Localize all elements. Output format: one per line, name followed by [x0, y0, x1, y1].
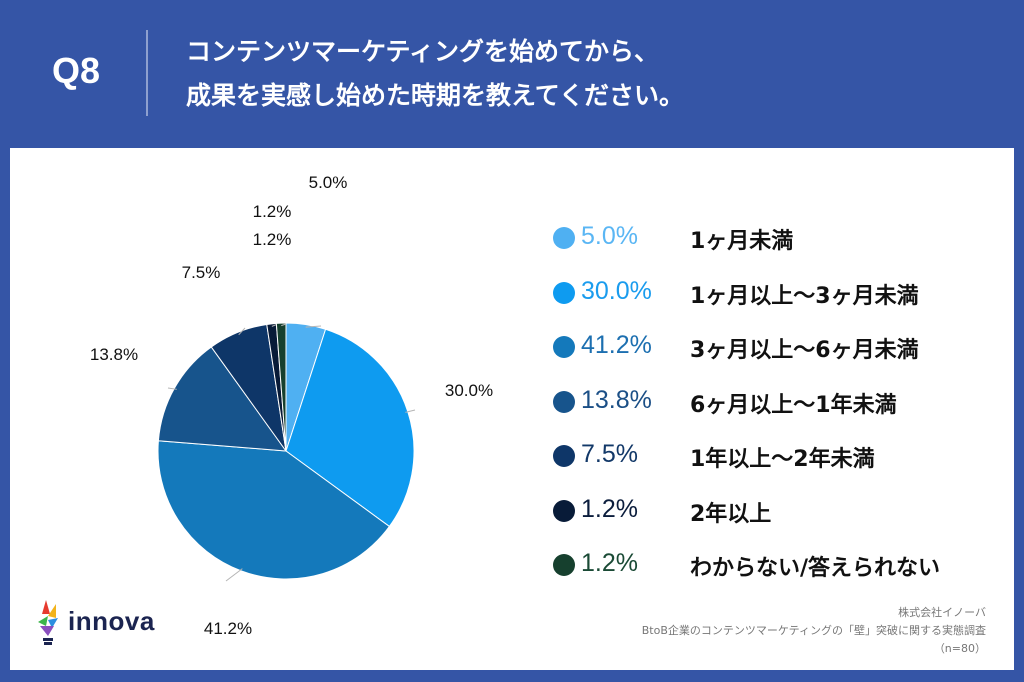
leader-line [238, 327, 246, 336]
question-line-1: コンテンツマーケティングを始めてから、 [186, 37, 660, 66]
chart-card: 5.0% 30.0% 41.2% 13.8% 7.5% 1.2% 1.2% 5.0% 1ヶ月未… [10, 148, 1014, 670]
legend-swatch [553, 554, 575, 576]
source-sample: （n=80） [933, 642, 986, 655]
innova-logo: innova [32, 596, 182, 646]
pie-slice [157, 440, 391, 580]
legend-value: 5.0% [581, 222, 638, 250]
pie-slice [157, 346, 288, 452]
leader-line [167, 387, 177, 390]
legend-label: 3ヶ月以上〜6ヶ月未満 [690, 338, 919, 363]
question-text: コンテンツマーケティングを始めてから、 成果を実感し始めた時期を教えてください。 [186, 30, 684, 118]
leader-line [281, 323, 287, 327]
legend-value: 13.8% [581, 385, 652, 414]
legend-value: 1.2% [581, 494, 638, 523]
slice-data-label: 7.5% [182, 263, 221, 282]
slice-data-label: 41.2% [204, 619, 252, 638]
header-divider [146, 30, 148, 116]
legend-value: 7.5% [581, 440, 638, 468]
leader-line [405, 409, 416, 413]
slice-data-label: 5.0% [309, 173, 348, 192]
legend-label: わからない/答えられない [690, 556, 941, 581]
source-survey: BtoB企業のコンテンツマーケティングの「壁」突破に関する実態調査 [641, 624, 986, 637]
legend-label: 1ヶ月未満 [690, 229, 794, 254]
legend-swatch [553, 445, 575, 467]
legend-label: 1ヶ月以上〜3ヶ月未満 [690, 283, 919, 309]
legend-value: 30.0% [581, 276, 652, 305]
question-number: Q8 [52, 50, 101, 91]
legend-swatch [553, 499, 575, 522]
slice-data-label: 1.2% [253, 202, 292, 221]
source-note: 株式会社イノーバ BtoB企業のコンテンツマーケティングの「壁」突破に関する実態… [642, 604, 986, 658]
leader-line [225, 568, 243, 582]
question-header: Q8 コンテンツマーケティングを始めてから、 成果を実感し始めた時期を教えてくだ… [0, 0, 1024, 140]
source-company: 株式会社イノーバ [898, 606, 986, 619]
bulb-logo-icon [38, 600, 58, 645]
legend-swatch [553, 227, 575, 249]
leader-line [305, 325, 322, 328]
legend-label: 1年以上〜2年未満 [690, 447, 875, 472]
slice-data-label: 1.2% [253, 230, 292, 249]
legend-swatch [553, 281, 575, 304]
slice-data-label: 30.0% [445, 381, 493, 400]
pie-slice [275, 322, 287, 452]
logo-text: innova [68, 606, 155, 636]
legend-label: 2年以上 [690, 501, 772, 527]
legend-swatch [553, 390, 575, 413]
legend-value: 41.2% [581, 331, 652, 359]
legend-swatch [553, 336, 575, 358]
question-line-2: 成果を実感し始めた時期を教えてください。 [186, 81, 685, 110]
slice-data-label: 13.8% [90, 345, 138, 364]
pie-chart: 5.0% 30.0% 41.2% 13.8% 7.5% 1.2% 1.2% [90, 173, 493, 638]
legend-value: 1.2% [581, 549, 638, 577]
legend-label: 6ヶ月以上〜1年未満 [690, 392, 897, 418]
